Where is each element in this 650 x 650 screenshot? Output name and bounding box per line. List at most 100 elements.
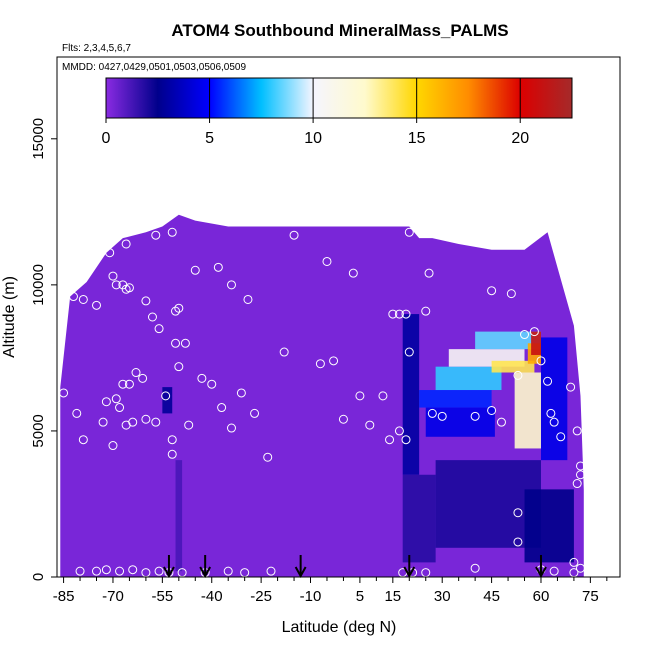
heatmap-cell: [514, 372, 541, 449]
y-tick-label: 15000: [30, 118, 47, 160]
sample-point: [105, 248, 115, 258]
colorbar-tick-label: 10: [304, 130, 322, 147]
y-axis-title: Altitude (m): [1, 276, 18, 358]
sample-point: [151, 417, 161, 427]
sample-point: [184, 420, 194, 430]
sample-point: [101, 397, 111, 407]
heatmap-cell: [524, 489, 574, 563]
flights-note: Flts: 2,3,4,5,6,7: [62, 43, 131, 54]
sample-point: [529, 327, 539, 337]
sample-point: [401, 435, 411, 445]
sample-point: [572, 426, 582, 436]
sample-point: [378, 391, 388, 401]
sample-point: [121, 239, 131, 249]
sample-point: [217, 403, 227, 413]
dates-note: MMDD: 0427,0429,0501,0503,0506,0509: [62, 62, 246, 73]
sample-point: [388, 309, 398, 319]
sample-point: [131, 368, 141, 378]
sample-point: [98, 417, 108, 427]
x-tick-label: 60: [533, 588, 550, 605]
sample-point: [78, 294, 88, 304]
sample-point: [154, 566, 164, 576]
sample-point: [111, 394, 121, 404]
x-tick-label: -10: [300, 588, 322, 605]
flight-markers: [163, 555, 547, 579]
colorbar-tick-label: 5: [205, 130, 214, 147]
colorbar-tick-label: 15: [408, 130, 426, 147]
sample-point: [263, 452, 273, 462]
sample-point: [329, 356, 339, 366]
heatmap-cell: [540, 337, 568, 461]
sample-point: [520, 330, 530, 340]
flight-arrow: [535, 555, 547, 579]
sample-point: [167, 449, 177, 459]
sample-point: [108, 441, 118, 451]
x-tick-label: 5: [356, 588, 364, 605]
flight-arrow: [403, 555, 416, 579]
sample-point: [322, 256, 332, 266]
sample-point: [75, 566, 85, 576]
sample-point: [566, 382, 576, 392]
flight-arrow: [163, 555, 175, 579]
heatmap-cell: [491, 360, 535, 373]
sample-point: [424, 268, 434, 278]
sample-point: [174, 362, 184, 372]
sample-point: [279, 347, 289, 357]
plot-frame: [56, 56, 621, 578]
sample-point: [59, 388, 69, 398]
sample-point: [348, 268, 358, 278]
heatmap-cell: [402, 314, 420, 475]
sample-point: [401, 309, 411, 319]
sample-point: [92, 566, 102, 576]
sample-point: [549, 566, 559, 576]
sample-point: [180, 338, 190, 348]
sample-point: [513, 537, 523, 547]
y-tick-label: 0: [30, 573, 47, 581]
sample-point: [569, 557, 579, 567]
sample-point: [226, 423, 236, 433]
x-tick-label: 75: [582, 588, 599, 605]
sample-point: [141, 414, 151, 424]
heatmap-cell: [531, 331, 541, 355]
heatmap-cell: [475, 331, 541, 350]
sample-point: [404, 347, 414, 357]
x-tick-label: -40: [201, 588, 223, 605]
sample-point: [338, 414, 348, 424]
x-tick-label: -70: [102, 588, 124, 605]
sample-point: [266, 566, 276, 576]
sample-point: [118, 379, 128, 389]
sample-point: [171, 306, 181, 316]
sample-point: [197, 373, 207, 383]
sample-point: [549, 417, 559, 427]
heatmap-cell: [175, 460, 183, 572]
sample-point: [115, 403, 125, 413]
sample-points: [59, 227, 585, 577]
colorbar-tick-label: 0: [102, 130, 111, 147]
sample-point: [575, 563, 585, 573]
x-axis: -85 -70 -55 -40 -25 -10 5 15 30 45 60 75: [53, 577, 608, 605]
sample-point: [108, 271, 118, 281]
sample-point: [250, 408, 260, 418]
sample-point: [575, 461, 585, 471]
sample-point: [111, 280, 121, 290]
colorbar-ticks: 0 5 10 15 20: [102, 78, 529, 147]
sample-point: [128, 565, 138, 575]
sample-point: [394, 309, 404, 319]
sample-point: [101, 565, 111, 575]
sample-point: [365, 420, 375, 430]
sample-point: [421, 306, 431, 316]
sample-point: [236, 388, 246, 398]
sample-point: [437, 411, 447, 421]
sample-point: [394, 426, 404, 436]
sample-point: [115, 566, 125, 576]
heatmap-cell: [402, 474, 436, 563]
sample-point: [572, 479, 582, 489]
heatmap-cell: [425, 407, 495, 437]
sample-point: [154, 324, 164, 334]
sample-point: [151, 230, 161, 240]
flight-arrow: [294, 555, 307, 579]
sample-point: [124, 379, 134, 389]
sample-point: [355, 391, 365, 401]
sample-point: [506, 289, 516, 299]
